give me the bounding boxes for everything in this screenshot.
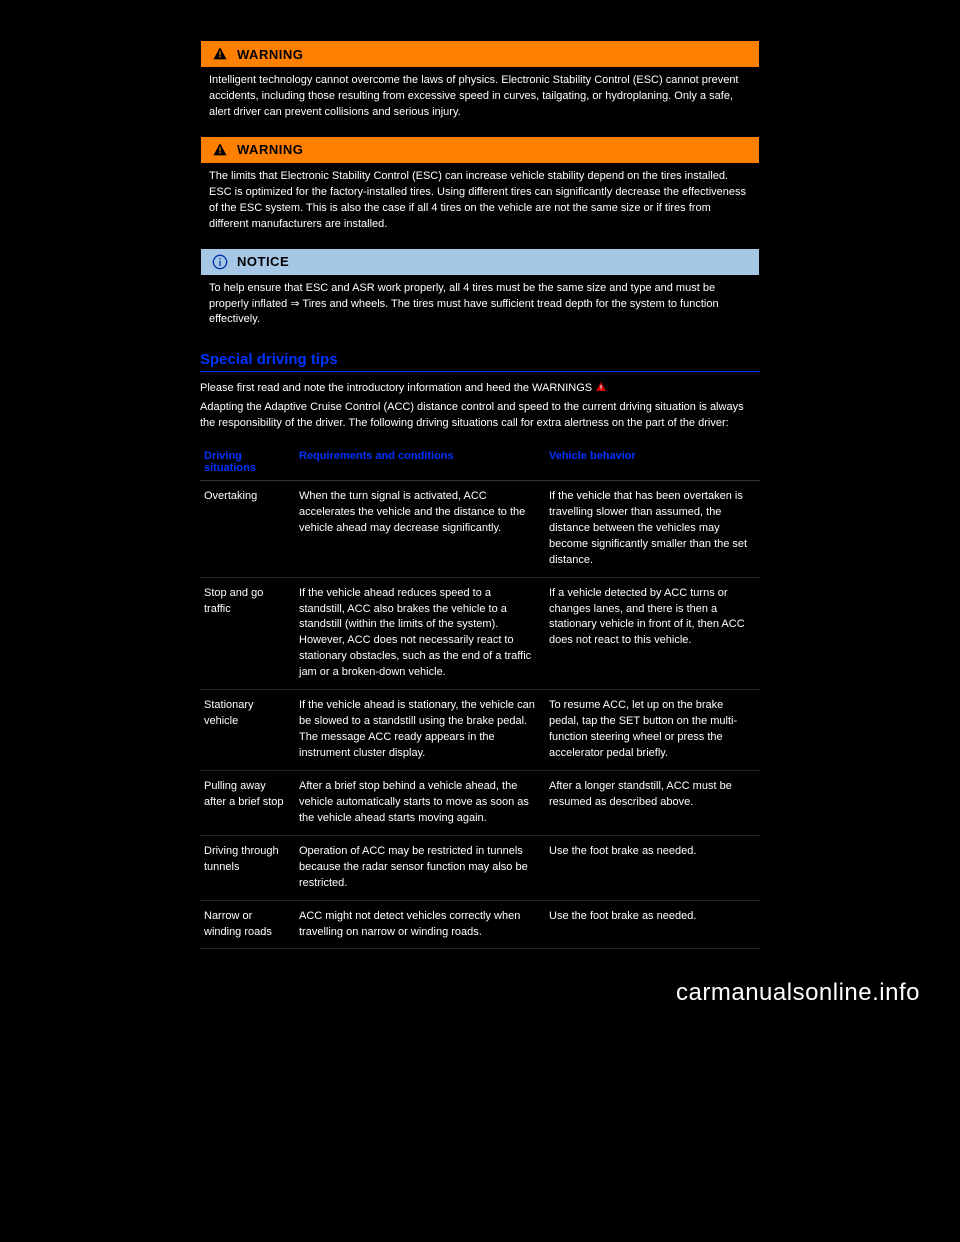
cell-situation: Stationary vehicle (200, 690, 295, 771)
cell-behavior: Use the foot brake as needed. (545, 900, 760, 949)
cell-requirement: If the vehicle ahead is stationary, the … (295, 690, 545, 771)
warning-label: WARNING (237, 47, 303, 62)
warning-triangle-icon (595, 381, 607, 399)
cell-requirement: Operation of ACC may be restricted in tu… (295, 835, 545, 900)
col-situations: Driving situations (200, 444, 295, 481)
warning-triangle-icon (211, 141, 229, 159)
cell-requirement: After a brief stop behind a vehicle ahea… (295, 770, 545, 835)
table-row: Stop and go traffic If the vehicle ahead… (200, 577, 760, 690)
cell-situation: Pulling away after a brief stop (200, 770, 295, 835)
warning-body: Intelligent technology cannot overcome t… (201, 67, 759, 127)
table-row: Stationary vehicle If the vehicle ahead … (200, 690, 760, 771)
warning-body: The limits that Electronic Stability Con… (201, 163, 759, 239)
col-behavior: Vehicle behavior (545, 444, 760, 481)
cell-situation: Narrow or winding roads (200, 900, 295, 949)
table-row: Pulling away after a brief stop After a … (200, 770, 760, 835)
cell-situation: Overtaking (200, 480, 295, 577)
driving-situations-table: Driving situations Requirements and cond… (200, 444, 760, 950)
cell-behavior: If a vehicle detected by ACC turns or ch… (545, 577, 760, 690)
warning-triangle-icon (211, 45, 229, 63)
warning-label: WARNING (237, 142, 303, 157)
warning-header: WARNING (201, 41, 759, 67)
table-header-row: Driving situations Requirements and cond… (200, 444, 760, 481)
cell-behavior: To resume ACC, let up on the brake pedal… (545, 690, 760, 771)
table-row: Driving through tunnels Operation of ACC… (200, 835, 760, 900)
table-row: Overtaking When the turn signal is activ… (200, 480, 760, 577)
intro-suffix: Adapting the Adaptive Cruise Control (AC… (200, 401, 744, 430)
notice-box: NOTICE To help ensure that ESC and ASR w… (200, 248, 760, 336)
cell-behavior: After a longer standstill, ACC must be r… (545, 770, 760, 835)
warning-box-2: WARNING The limits that Electronic Stabi… (200, 136, 760, 240)
warning-box-1: WARNING Intelligent technology cannot ov… (200, 40, 760, 128)
table-row: Narrow or winding roads ACC might not de… (200, 900, 760, 949)
notice-label: NOTICE (237, 254, 289, 269)
cell-situation: Driving through tunnels (200, 835, 295, 900)
cell-behavior: If the vehicle that has been overtaken i… (545, 480, 760, 577)
cell-requirement: When the turn signal is activated, ACC a… (295, 480, 545, 577)
notice-header: NOTICE (201, 249, 759, 275)
cell-situation: Stop and go traffic (200, 577, 295, 690)
intro-prefix: Please first read and note the introduct… (200, 382, 592, 394)
intro-text: Please first read and note the introduct… (200, 380, 760, 432)
section-heading: Special driving tips (200, 351, 760, 372)
cell-behavior: Use the foot brake as needed. (545, 835, 760, 900)
manual-page: WARNING Intelligent technology cannot ov… (200, 40, 760, 949)
cell-requirement: ACC might not detect vehicles correctly … (295, 900, 545, 949)
col-requirements: Requirements and conditions (295, 444, 545, 481)
watermark-text: carmanualsonline.info (0, 949, 960, 1007)
notice-body: To help ensure that ESC and ASR work pro… (201, 275, 759, 335)
cell-requirement: If the vehicle ahead reduces speed to a … (295, 577, 545, 690)
info-circle-icon (211, 253, 229, 271)
warning-header: WARNING (201, 137, 759, 163)
